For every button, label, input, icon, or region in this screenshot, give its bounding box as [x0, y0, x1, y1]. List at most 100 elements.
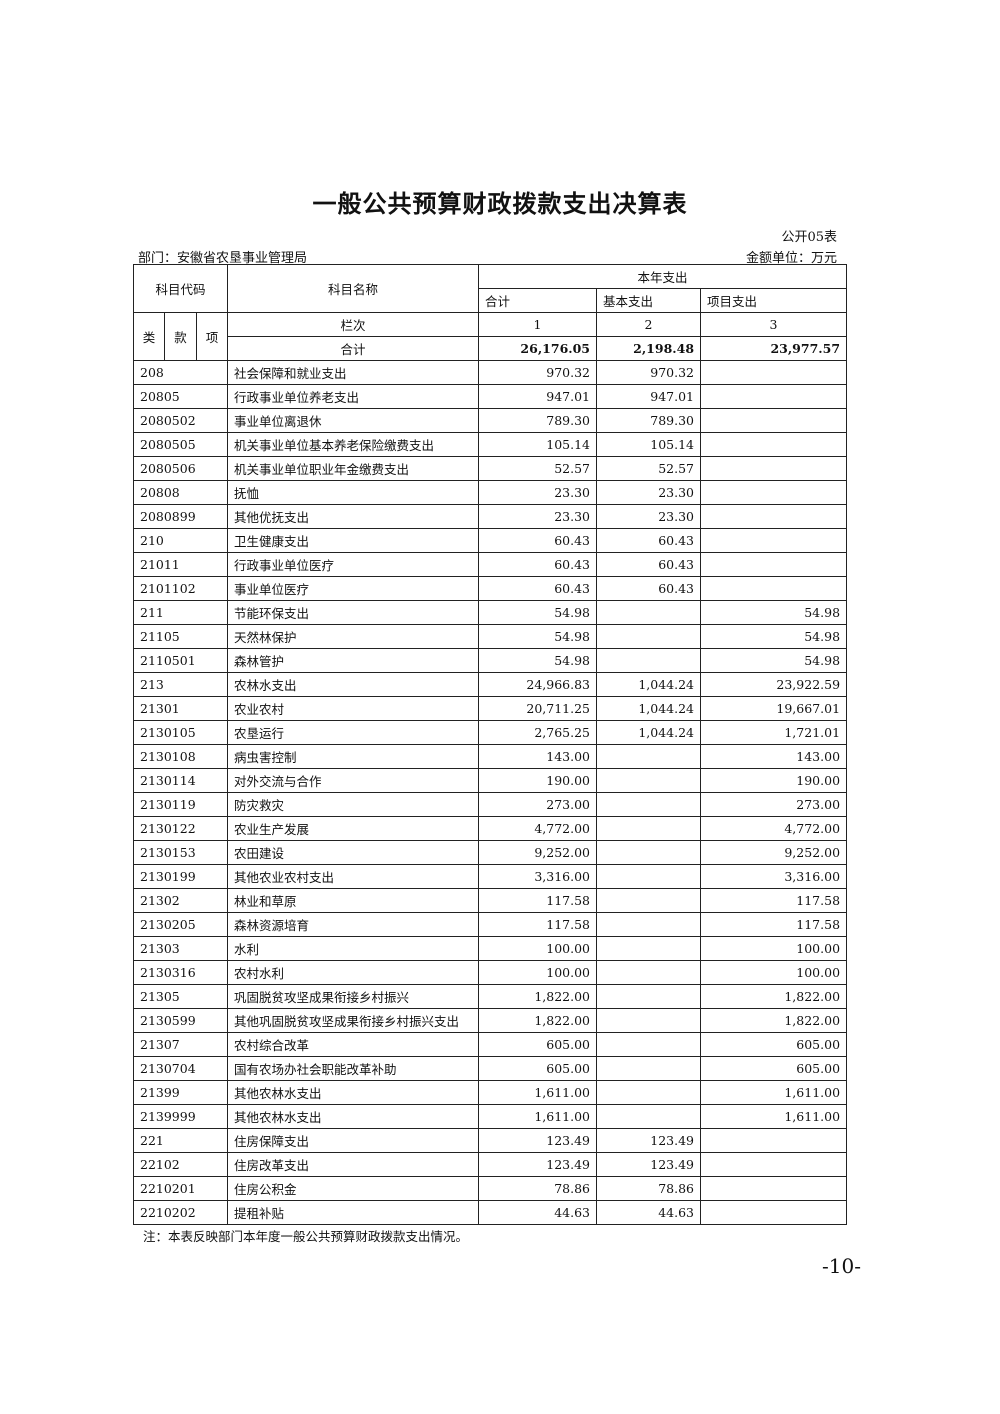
row-name: 卫生健康支出 — [227, 528, 480, 553]
row-code: 21301 — [132, 696, 229, 721]
row-total: 60.43 — [478, 552, 598, 577]
row-code: 2210202 — [132, 1200, 229, 1225]
col-no-3: 3 — [700, 312, 848, 337]
row-code: 2130199 — [132, 864, 229, 889]
row-basic — [596, 984, 702, 1009]
row-project — [700, 456, 848, 481]
row-total: 60.43 — [478, 528, 598, 553]
row-total: 54.98 — [478, 600, 598, 625]
row-name: 机关事业单位基本养老保险缴费支出 — [227, 432, 480, 457]
row-code: 2080502 — [132, 408, 229, 433]
table-row: 2110501 森林管护 54.98 54.98 — [132, 648, 848, 673]
row-basic: 23.30 — [596, 480, 702, 505]
row-total: 20,711.25 — [478, 696, 598, 721]
sum-project: 23,977.57 — [700, 336, 848, 361]
row-total: 54.98 — [478, 624, 598, 649]
row-total: 3,316.00 — [478, 864, 598, 889]
row-name: 对外交流与合作 — [227, 768, 480, 793]
header-xiang: 项 — [195, 312, 229, 361]
row-total: 970.32 — [478, 360, 598, 385]
row-project: 54.98 — [700, 624, 848, 649]
table-row: 21302 林业和草原 117.58 117.58 — [132, 888, 848, 913]
row-name: 农垦运行 — [227, 720, 480, 745]
row-total: 52.57 — [478, 456, 598, 481]
row-name: 行政事业单位医疗 — [227, 552, 480, 577]
row-basic: 60.43 — [596, 528, 702, 553]
row-basic — [596, 1008, 702, 1033]
row-total: 789.30 — [478, 408, 598, 433]
row-project — [700, 432, 848, 457]
form-number: 公开05表 — [781, 230, 837, 245]
row-basic: 1,044.24 — [596, 672, 702, 697]
row-project: 19,667.01 — [700, 696, 848, 721]
row-basic — [596, 600, 702, 625]
row-name: 其他农林水支出 — [227, 1104, 480, 1129]
row-code: 2130108 — [132, 744, 229, 769]
row-project: 605.00 — [700, 1032, 848, 1057]
row-project — [700, 552, 848, 577]
row-name: 事业单位离退休 — [227, 408, 480, 433]
col-no-2: 2 — [596, 312, 702, 337]
row-name: 农业农村 — [227, 696, 480, 721]
row-total: 1,611.00 — [478, 1104, 598, 1129]
row-total: 947.01 — [478, 384, 598, 409]
row-basic — [596, 864, 702, 889]
row-code: 2139999 — [132, 1104, 229, 1129]
table-row: 221 住房保障支出 123.49 123.49 — [132, 1128, 848, 1153]
row-code: 213 — [132, 672, 229, 697]
row-basic — [596, 936, 702, 961]
table-row: 2210202 提租补贴 44.63 44.63 — [132, 1200, 848, 1225]
row-project: 1,721.01 — [700, 720, 848, 745]
row-name: 其他优抚支出 — [227, 504, 480, 529]
row-total: 78.86 — [478, 1176, 598, 1201]
sum-basic: 2,198.48 — [596, 336, 702, 361]
header-kuan: 款 — [164, 312, 197, 361]
row-project: 54.98 — [700, 648, 848, 673]
row-code: 22102 — [132, 1152, 229, 1177]
row-basic — [596, 1104, 702, 1129]
row-project — [700, 384, 848, 409]
row-basic — [596, 648, 702, 673]
row-total: 105.14 — [478, 432, 598, 457]
table-row: 21307 农村综合改革 605.00 605.00 — [132, 1032, 848, 1057]
row-code: 21307 — [132, 1032, 229, 1057]
row-code: 21302 — [132, 888, 229, 913]
row-name: 水利 — [227, 936, 480, 961]
row-basic — [596, 744, 702, 769]
row-code: 2130122 — [132, 816, 229, 841]
row-total: 143.00 — [478, 744, 598, 769]
row-project — [700, 1200, 848, 1225]
header-total: 合计 — [478, 288, 598, 313]
row-name: 农村水利 — [227, 960, 480, 985]
row-basic: 60.43 — [596, 552, 702, 577]
row-name: 机关事业单位职业年金缴费支出 — [227, 456, 480, 481]
row-total: 605.00 — [478, 1032, 598, 1057]
row-project: 4,772.00 — [700, 816, 848, 841]
table-row: 2101102 事业单位医疗 60.43 60.43 — [132, 576, 848, 601]
row-code: 2130599 — [132, 1008, 229, 1033]
row-code: 20805 — [132, 384, 229, 409]
row-total: 1,822.00 — [478, 984, 598, 1009]
table-row: 208 社会保障和就业支出 970.32 970.32 — [132, 360, 848, 385]
header-column-no: 栏次 — [227, 312, 480, 337]
header-code: 科目代码 — [132, 264, 229, 313]
row-code: 2210201 — [132, 1176, 229, 1201]
header-name: 科目名称 — [227, 264, 480, 313]
row-code: 2080899 — [132, 504, 229, 529]
row-name: 森林资源培育 — [227, 912, 480, 937]
page-title: 一般公共预算财政拨款支出决算表 — [312, 189, 688, 218]
table-row: 2080506 机关事业单位职业年金缴费支出 52.57 52.57 — [132, 456, 848, 481]
table-row: 2130122 农业生产发展 4,772.00 4,772.00 — [132, 816, 848, 841]
table-row: 2080899 其他优抚支出 23.30 23.30 — [132, 504, 848, 529]
table-row: 2080502 事业单位离退休 789.30 789.30 — [132, 408, 848, 433]
table-row: 2130105 农垦运行 2,765.25 1,044.24 1,721.01 — [132, 720, 848, 745]
row-basic: 1,044.24 — [596, 696, 702, 721]
row-total: 190.00 — [478, 768, 598, 793]
row-project: 23,922.59 — [700, 672, 848, 697]
row-code: 2130153 — [132, 840, 229, 865]
row-name: 事业单位医疗 — [227, 576, 480, 601]
row-name: 农林水支出 — [227, 672, 480, 697]
table-row: 2130114 对外交流与合作 190.00 190.00 — [132, 768, 848, 793]
row-code: 211 — [132, 600, 229, 625]
row-basic: 789.30 — [596, 408, 702, 433]
